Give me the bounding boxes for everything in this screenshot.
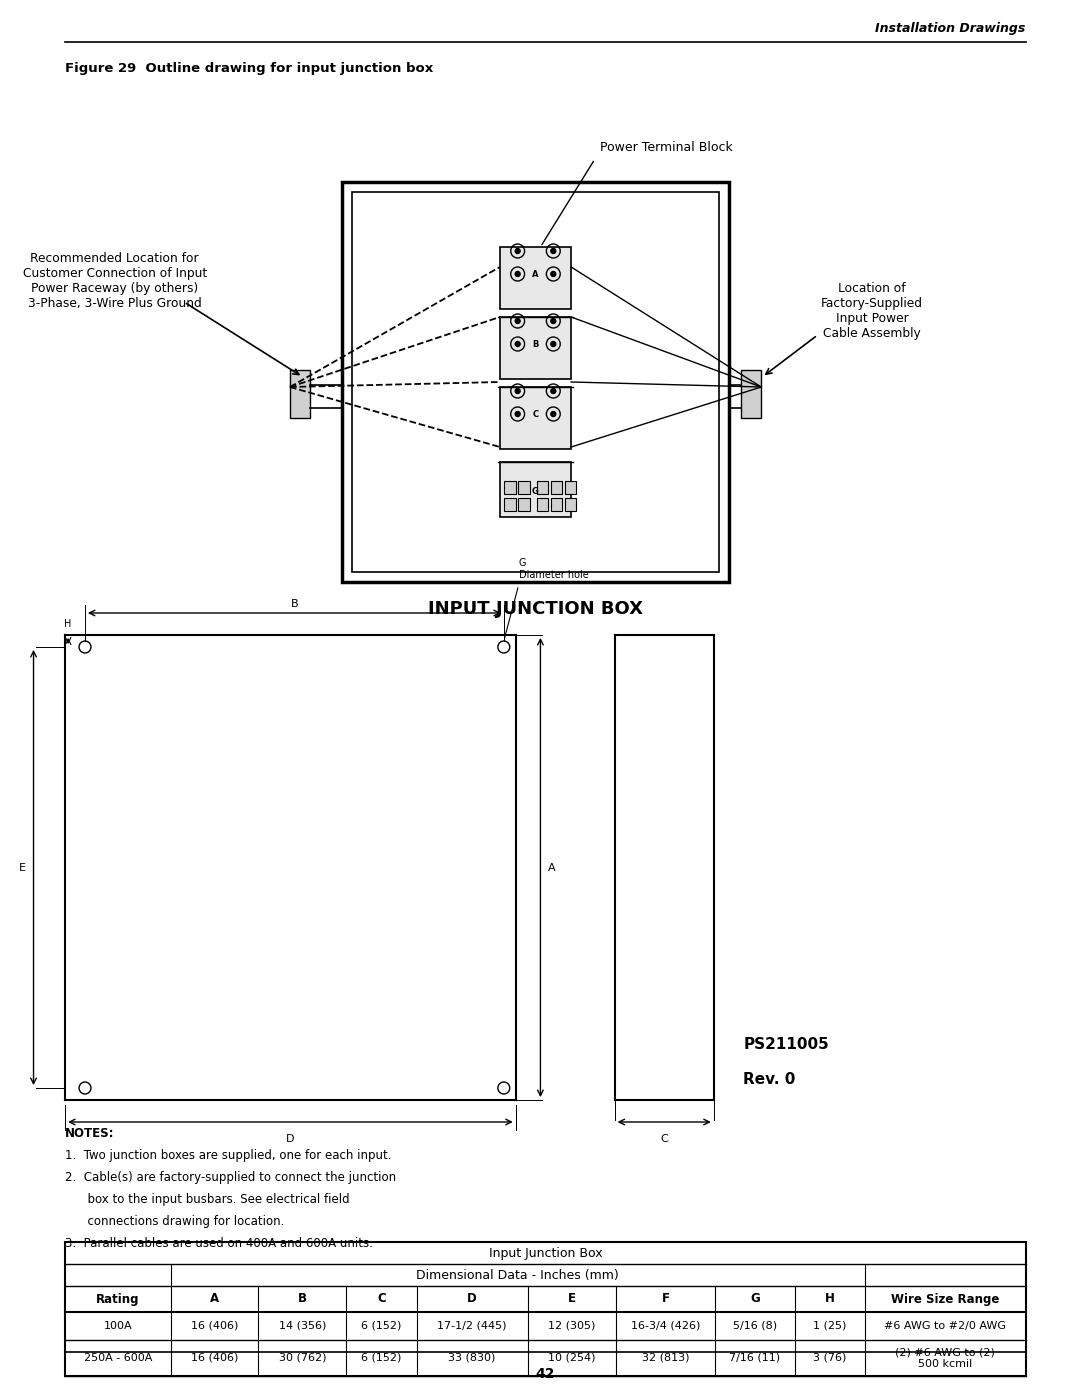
- Text: 6 (152): 6 (152): [361, 1354, 402, 1363]
- Bar: [741, 370, 761, 418]
- Text: 14 (356): 14 (356): [279, 1322, 326, 1331]
- Text: C: C: [377, 1292, 386, 1306]
- Text: A: A: [210, 1292, 219, 1306]
- Bar: [518, 497, 530, 511]
- Text: H: H: [65, 619, 72, 629]
- Text: G: G: [532, 488, 539, 496]
- Text: E: E: [18, 862, 26, 873]
- Bar: [500, 462, 571, 517]
- Circle shape: [551, 388, 556, 394]
- Text: 6 (152): 6 (152): [361, 1322, 402, 1331]
- Text: C: C: [660, 1134, 669, 1144]
- Text: Recommended Location for
Customer Connection of Input
Power Raceway (by others)
: Recommended Location for Customer Connec…: [23, 251, 207, 310]
- Text: D: D: [286, 1134, 295, 1144]
- Bar: [289, 370, 310, 418]
- Text: A: A: [532, 270, 539, 278]
- Text: 100A: 100A: [104, 1322, 132, 1331]
- Text: Figure 29  Outline drawing for input junction box: Figure 29 Outline drawing for input junc…: [65, 61, 433, 75]
- Text: 12 (305): 12 (305): [548, 1322, 595, 1331]
- Text: B: B: [532, 339, 539, 348]
- Text: INPUT JUNCTION BOX: INPUT JUNCTION BOX: [428, 599, 643, 617]
- Bar: [551, 481, 563, 495]
- Text: Wire Size Range: Wire Size Range: [891, 1292, 999, 1306]
- Text: PS211005: PS211005: [743, 1037, 829, 1052]
- Bar: [538, 481, 549, 495]
- Bar: [342, 182, 729, 583]
- Text: B: B: [298, 1292, 307, 1306]
- Circle shape: [515, 341, 521, 346]
- Text: Installation Drawings: Installation Drawings: [875, 22, 1026, 35]
- Text: 33 (830): 33 (830): [448, 1354, 496, 1363]
- Text: A: A: [549, 862, 556, 873]
- Text: 3 (76): 3 (76): [813, 1354, 847, 1363]
- Text: connections drawing for location.: connections drawing for location.: [65, 1215, 284, 1228]
- Text: 17-1/2 (445): 17-1/2 (445): [437, 1322, 507, 1331]
- Bar: [352, 191, 718, 571]
- Text: 16 (406): 16 (406): [191, 1354, 239, 1363]
- Circle shape: [515, 412, 521, 416]
- Text: Rating: Rating: [96, 1292, 139, 1306]
- Text: Input Junction Box: Input Junction Box: [488, 1246, 603, 1260]
- Text: NOTES:: NOTES:: [65, 1127, 114, 1140]
- Text: 7/16 (11): 7/16 (11): [729, 1354, 781, 1363]
- Bar: [500, 387, 571, 448]
- Bar: [538, 497, 549, 511]
- Text: G: G: [751, 1292, 760, 1306]
- Circle shape: [551, 271, 556, 277]
- Text: Location of
Factory-Supplied
Input Power
Cable Assembly: Location of Factory-Supplied Input Power…: [821, 282, 923, 339]
- Text: (2) #6 AWG to (2)
500 kcmil: (2) #6 AWG to (2) 500 kcmil: [895, 1347, 996, 1369]
- Circle shape: [515, 388, 521, 394]
- Text: 1 (25): 1 (25): [813, 1322, 847, 1331]
- Text: box to the input busbars. See electrical field: box to the input busbars. See electrical…: [65, 1193, 350, 1206]
- Bar: [500, 247, 571, 309]
- Bar: [551, 497, 563, 511]
- Bar: [65, 1242, 1026, 1376]
- Text: 16 (406): 16 (406): [191, 1322, 239, 1331]
- Circle shape: [551, 341, 556, 346]
- Text: B: B: [291, 599, 298, 609]
- Text: D: D: [468, 1292, 477, 1306]
- Text: C: C: [532, 409, 539, 419]
- Circle shape: [551, 249, 556, 253]
- Circle shape: [515, 271, 521, 277]
- Circle shape: [515, 319, 521, 324]
- Text: 10 (254): 10 (254): [548, 1354, 595, 1363]
- Text: Power Terminal Block: Power Terminal Block: [599, 141, 732, 154]
- Text: 5/16 (8): 5/16 (8): [733, 1322, 778, 1331]
- Text: E: E: [568, 1292, 576, 1306]
- Text: 42: 42: [536, 1368, 555, 1382]
- Text: 2.  Cable(s) are factory-supplied to connect the junction: 2. Cable(s) are factory-supplied to conn…: [65, 1171, 396, 1185]
- Bar: [503, 481, 515, 495]
- Text: 16-3/4 (426): 16-3/4 (426): [631, 1322, 700, 1331]
- Text: Dimensional Data - Inches (mm): Dimensional Data - Inches (mm): [417, 1268, 619, 1281]
- Bar: [503, 497, 515, 511]
- Text: 3.  Parallel cables are used on 400A and 600A units.: 3. Parallel cables are used on 400A and …: [65, 1236, 373, 1250]
- Circle shape: [551, 319, 556, 324]
- Text: F: F: [661, 1292, 670, 1306]
- Text: Rev. 0: Rev. 0: [743, 1071, 796, 1087]
- Text: 30 (762): 30 (762): [279, 1354, 326, 1363]
- Text: 1.  Two junction boxes are supplied, one for each input.: 1. Two junction boxes are supplied, one …: [65, 1148, 392, 1162]
- Text: G
Diameter hole: G Diameter hole: [518, 559, 589, 580]
- Text: 32 (813): 32 (813): [642, 1354, 689, 1363]
- Text: #6 AWG to #2/0 AWG: #6 AWG to #2/0 AWG: [885, 1322, 1007, 1331]
- Text: H: H: [825, 1292, 835, 1306]
- Bar: [565, 481, 576, 495]
- Text: 250A - 600A: 250A - 600A: [84, 1354, 152, 1363]
- Circle shape: [551, 412, 556, 416]
- Circle shape: [515, 249, 521, 253]
- Bar: [500, 317, 571, 379]
- Bar: [518, 481, 530, 495]
- Bar: [565, 497, 576, 511]
